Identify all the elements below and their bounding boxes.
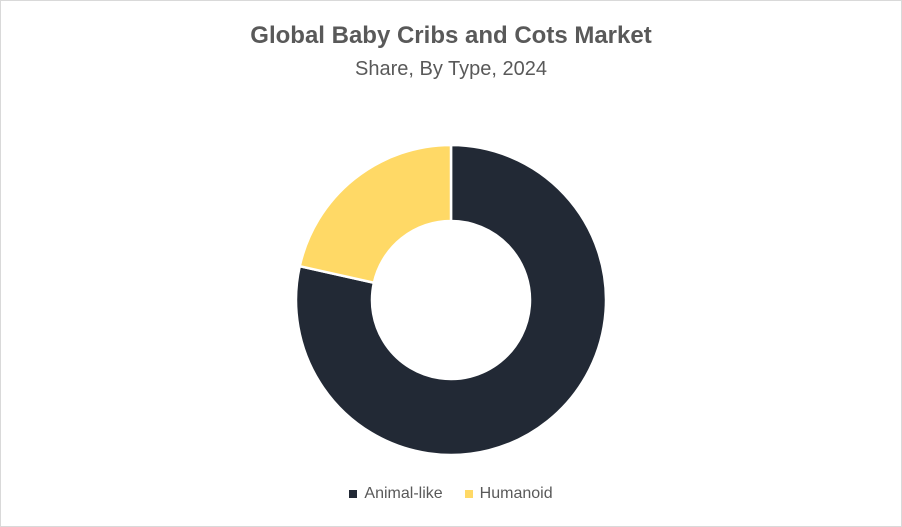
donut-slice-humanoid bbox=[298, 143, 453, 285]
legend-item-animal-like: Animal-like bbox=[349, 485, 443, 503]
legend: Animal-like Humanoid bbox=[1, 485, 901, 503]
donut-slice-animal-like bbox=[294, 143, 608, 457]
donut-chart bbox=[294, 143, 608, 457]
legend-swatch-humanoid bbox=[464, 490, 473, 498]
legend-label-animal-like: Animal-like bbox=[364, 485, 443, 502]
legend-label-humanoid: Humanoid bbox=[479, 485, 553, 502]
chart-subtitle: Share, By Type, 2024 bbox=[355, 58, 547, 80]
legend-swatch-animal-like bbox=[349, 490, 358, 498]
chart-title: Global Baby Cribs and Cots Market bbox=[250, 22, 652, 49]
legend-item-humanoid: Humanoid bbox=[464, 485, 553, 503]
